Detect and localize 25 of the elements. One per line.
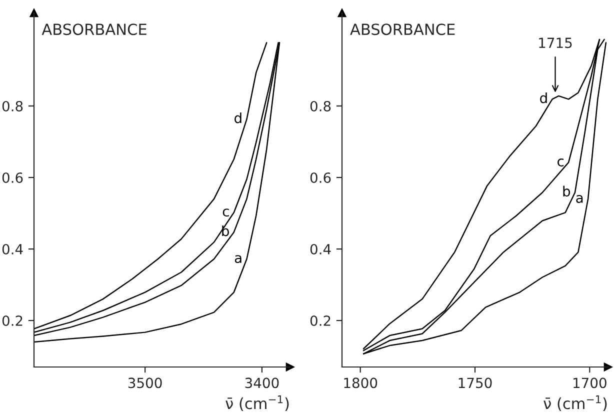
x-axis-title: ν̄ (cm$^{−1}$) — [544, 395, 607, 412]
series-label: a — [234, 255, 242, 264]
x-axis-title: ν̄ (cm$^{−1}$) — [226, 395, 289, 412]
x-tick-label: 3500 — [128, 378, 162, 388]
y-tick-label: 0.8 — [2, 100, 23, 112]
y-tick-label: 0.6 — [2, 172, 23, 183]
series-label: b — [563, 186, 570, 197]
series-label: d — [234, 112, 242, 124]
y-tick-label: 0.6 — [310, 172, 331, 183]
x-tick-label: 1750 — [458, 378, 492, 388]
x-tick-label: 1800 — [344, 378, 378, 388]
series-label: c — [558, 158, 564, 166]
series-label: a — [576, 194, 583, 203]
x-tick-label: 3400 — [245, 378, 279, 388]
legend-label: d — [540, 92, 547, 104]
y-tick-label: 0.4 — [310, 244, 331, 254]
y-tick-label: 0.2 — [2, 315, 22, 326]
annotation: 1715 — [539, 38, 572, 48]
y-tick-label: 0.2 — [310, 315, 330, 326]
y-axis-title: ABSORBANCE — [350, 24, 455, 36]
y-axis-title: ABSORBANCE — [42, 24, 146, 36]
y-tick-label: 0.8 — [310, 100, 331, 112]
series-label: c — [222, 208, 229, 217]
x-tick-label: 1700 — [574, 378, 606, 388]
y-tick-label: 0.4 — [2, 244, 23, 254]
